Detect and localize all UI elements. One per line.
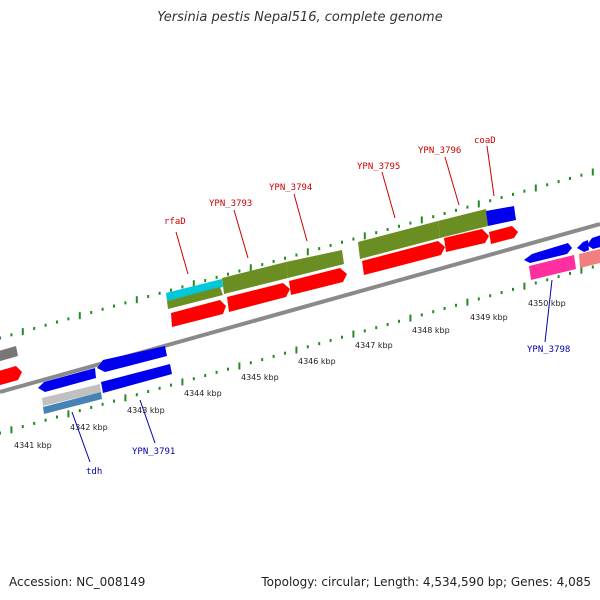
cds-olive[interactable] (222, 262, 288, 294)
cds-red[interactable] (171, 300, 226, 327)
cds-blue[interactable] (97, 346, 167, 372)
kbp-label: 4350 kbp (528, 299, 566, 308)
accession-text: Accession: NC_008149 (9, 575, 146, 589)
cds-blue[interactable] (577, 240, 589, 252)
gene-features (0, 206, 600, 414)
cds-red[interactable] (489, 226, 518, 244)
genome-stats-text: Topology: circular; Length: 4,534,590 bp… (261, 575, 591, 589)
gene-label-YPN_3794[interactable]: YPN_3794 (269, 183, 312, 193)
kbp-label: 4341 kbp (14, 441, 52, 450)
cds-pink[interactable] (529, 255, 576, 280)
gene-label-tdh[interactable]: tdh (86, 467, 102, 477)
cds-olive[interactable] (358, 221, 440, 259)
map-title: Yersinia pestis Nepal516, complete genom… (157, 10, 443, 25)
cds-steel[interactable] (43, 392, 102, 414)
gene-label-rfaD[interactable]: rfaD (164, 217, 186, 227)
kbp-label: 4346 kbp (298, 357, 336, 366)
cds-red[interactable] (362, 241, 445, 275)
gene-label-coaD[interactable]: coaD (474, 136, 496, 146)
cds-silver[interactable] (42, 384, 101, 406)
kbp-label: 4349 kbp (470, 313, 508, 322)
cds-blue[interactable] (486, 206, 516, 226)
cds-red[interactable] (0, 366, 22, 386)
cds-olive[interactable] (167, 287, 223, 309)
backbone-line (0, 222, 600, 394)
kbp-label: 4347 kbp (355, 341, 393, 350)
cds-cyan[interactable] (166, 279, 223, 301)
gene-label-YPN_3798[interactable]: YPN_3798 (527, 345, 570, 355)
cds-red[interactable] (444, 229, 489, 252)
kbp-label: 4348 kbp (412, 326, 450, 335)
kbp-scale-labels: 4341 kbp 4342 kbp 4343 kbp 4344 kbp 4345… (14, 299, 566, 450)
gene-label-YPN_3793[interactable]: YPN_3793 (209, 199, 252, 209)
cds-blue[interactable] (38, 368, 96, 392)
cds-red[interactable] (227, 283, 290, 312)
kbp-label: 4343 kbp (127, 406, 165, 415)
cds-gray[interactable] (0, 346, 18, 362)
cds-blue[interactable] (524, 243, 572, 263)
cds-olive[interactable] (286, 250, 344, 278)
cds-red[interactable] (289, 268, 347, 295)
gene-label-YPN_3791[interactable]: YPN_3791 (132, 447, 175, 457)
cds-blue[interactable] (587, 234, 600, 249)
label-connectors (71, 145, 553, 463)
tick-marks-bottom (0, 265, 594, 435)
gene-label-YPN_3795[interactable]: YPN_3795 (357, 162, 400, 172)
cds-olive[interactable] (438, 209, 488, 238)
cds-blue[interactable] (101, 364, 172, 393)
tick-marks-top (0, 168, 594, 340)
cds-salmon[interactable] (579, 248, 600, 268)
kbp-label: 4342 kbp (70, 423, 108, 432)
gene-label-YPN_3796[interactable]: YPN_3796 (418, 146, 461, 156)
kbp-label: 4345 kbp (241, 373, 279, 382)
kbp-label: 4344 kbp (184, 389, 222, 398)
